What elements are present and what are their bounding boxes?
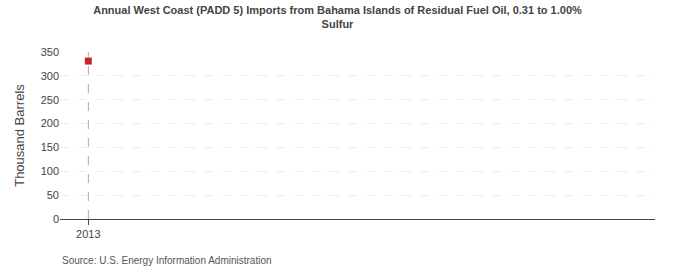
svg-text:200: 200: [41, 117, 59, 129]
svg-text:150: 150: [41, 141, 59, 153]
svg-text:0: 0: [53, 213, 59, 225]
svg-text:100: 100: [41, 165, 59, 177]
svg-text:50: 50: [47, 189, 59, 201]
svg-text:Source: U.S. Energy Informatio: Source: U.S. Energy Information Administ…: [62, 255, 272, 266]
svg-text:Thousand Barrels: Thousand Barrels: [12, 84, 27, 187]
svg-text:300: 300: [41, 70, 59, 82]
svg-text:2013: 2013: [76, 228, 100, 240]
svg-text:350: 350: [41, 46, 59, 58]
svg-text:Annual West Coast (PADD 5) Imp: Annual West Coast (PADD 5) Imports from …: [93, 4, 582, 30]
svg-text:250: 250: [41, 94, 59, 106]
